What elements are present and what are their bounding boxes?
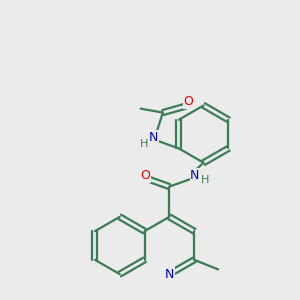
Text: N: N xyxy=(190,169,200,182)
Text: H: H xyxy=(201,175,209,185)
Text: O: O xyxy=(183,95,193,108)
Text: O: O xyxy=(141,169,150,182)
Text: N: N xyxy=(165,268,174,281)
Text: N: N xyxy=(148,131,158,144)
Text: H: H xyxy=(140,140,148,149)
